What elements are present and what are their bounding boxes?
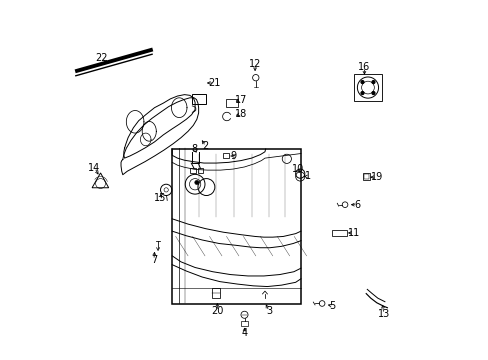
Text: 15: 15 <box>153 193 165 203</box>
Text: 14: 14 <box>88 163 101 173</box>
Circle shape <box>371 81 374 84</box>
Text: 21: 21 <box>208 78 220 88</box>
Text: 16: 16 <box>358 62 370 72</box>
Circle shape <box>360 81 363 84</box>
Text: 6: 6 <box>354 200 360 210</box>
Text: 18: 18 <box>234 109 246 119</box>
Text: 17: 17 <box>234 95 246 104</box>
Text: 20: 20 <box>211 306 223 316</box>
Text: 11: 11 <box>347 228 359 238</box>
Circle shape <box>194 180 199 185</box>
Text: 3: 3 <box>265 306 272 316</box>
Text: 5: 5 <box>329 301 335 311</box>
Circle shape <box>371 92 374 94</box>
Text: 1: 1 <box>305 171 310 181</box>
Text: 22: 22 <box>95 53 108 63</box>
Text: 8: 8 <box>191 144 197 154</box>
Circle shape <box>360 92 363 94</box>
Text: 9: 9 <box>230 151 237 161</box>
Text: 2: 2 <box>202 141 208 152</box>
Text: 19: 19 <box>370 172 382 182</box>
Text: 10: 10 <box>291 165 303 174</box>
Text: 13: 13 <box>377 309 389 319</box>
Text: 7: 7 <box>150 255 157 265</box>
Text: 12: 12 <box>248 59 261 68</box>
Text: 4: 4 <box>241 328 247 338</box>
